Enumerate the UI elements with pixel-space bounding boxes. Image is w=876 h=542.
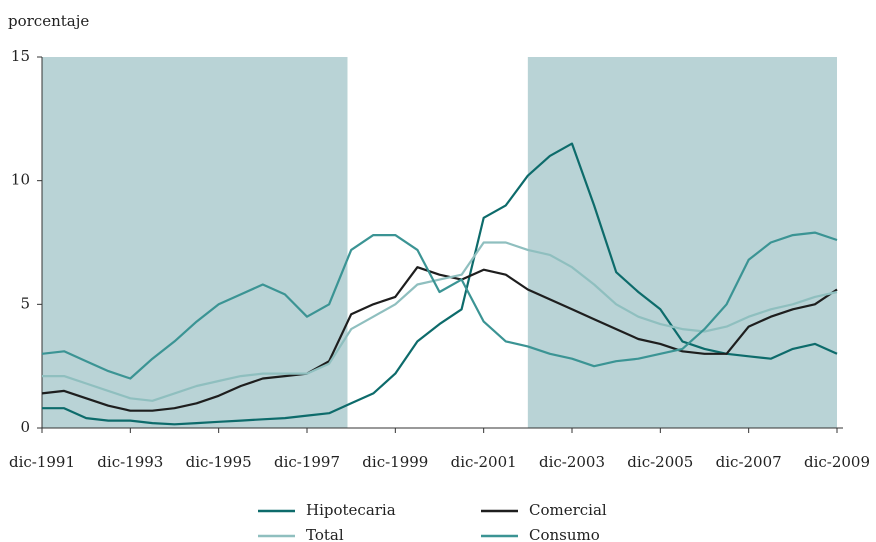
- y-axis-label: porcentaje: [8, 12, 89, 30]
- series-line: [42, 241, 838, 402]
- series-line: [42, 142, 838, 426]
- x-tick-label: dic-2005: [627, 453, 693, 471]
- legend-label: Total: [306, 526, 344, 542]
- x-tick-label: dic-1995: [186, 453, 252, 471]
- y-tick-label: 5: [20, 294, 30, 312]
- y-tick-label: 15: [11, 47, 30, 65]
- y-tick-label: 0: [20, 418, 30, 436]
- legend-label: Consumo: [529, 526, 600, 542]
- legend-label: Comercial: [529, 501, 607, 519]
- legend-label: Hipotecaria: [306, 501, 396, 519]
- x-tick-label: dic-1997: [274, 453, 340, 471]
- series-line: [41, 266, 838, 412]
- x-tick-label: dic-2007: [716, 453, 782, 471]
- x-tick-label: dic-1993: [97, 453, 163, 471]
- x-tick-label: dic-2009: [804, 453, 870, 471]
- series-line: [41, 231, 838, 380]
- x-tick-label: dic-2001: [451, 453, 517, 471]
- x-tick-label: dic-2003: [539, 453, 605, 471]
- shaded-period: [42, 57, 348, 428]
- x-tick-label: dic-1999: [362, 453, 428, 471]
- y-tick-label: 10: [11, 171, 30, 189]
- x-tick-label: dic-1991: [9, 453, 75, 471]
- shaded-period: [527, 57, 837, 428]
